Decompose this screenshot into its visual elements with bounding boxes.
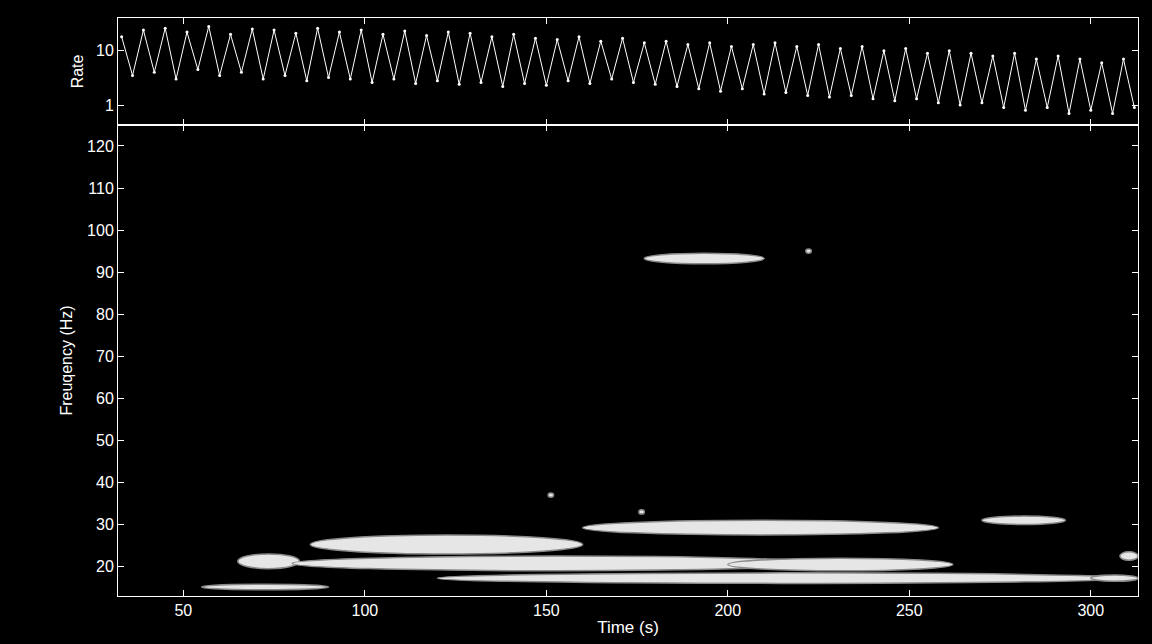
svg-text:90: 90 [96,264,114,281]
svg-text:30: 30 [96,516,114,533]
svg-text:Time (s): Time (s) [597,618,659,637]
svg-text:300: 300 [1077,602,1104,619]
svg-text:60: 60 [96,390,114,407]
svg-text:40: 40 [96,474,114,491]
svg-text:50: 50 [174,602,192,619]
svg-text:100: 100 [87,222,114,239]
svg-text:1: 1 [105,97,114,114]
svg-text:200: 200 [714,602,741,619]
svg-text:100: 100 [351,602,378,619]
svg-text:20: 20 [96,558,114,575]
svg-text:250: 250 [896,602,923,619]
svg-text:50: 50 [96,432,114,449]
svg-text:70: 70 [96,348,114,365]
svg-text:Freuqency (Hz): Freuqency (Hz) [58,305,75,415]
svg-text:80: 80 [96,306,114,323]
svg-text:120: 120 [87,138,114,155]
svg-text:150: 150 [533,602,560,619]
svg-text:110: 110 [88,180,114,197]
svg-text:10: 10 [96,42,114,59]
svg-text:Rate: Rate [69,54,86,88]
